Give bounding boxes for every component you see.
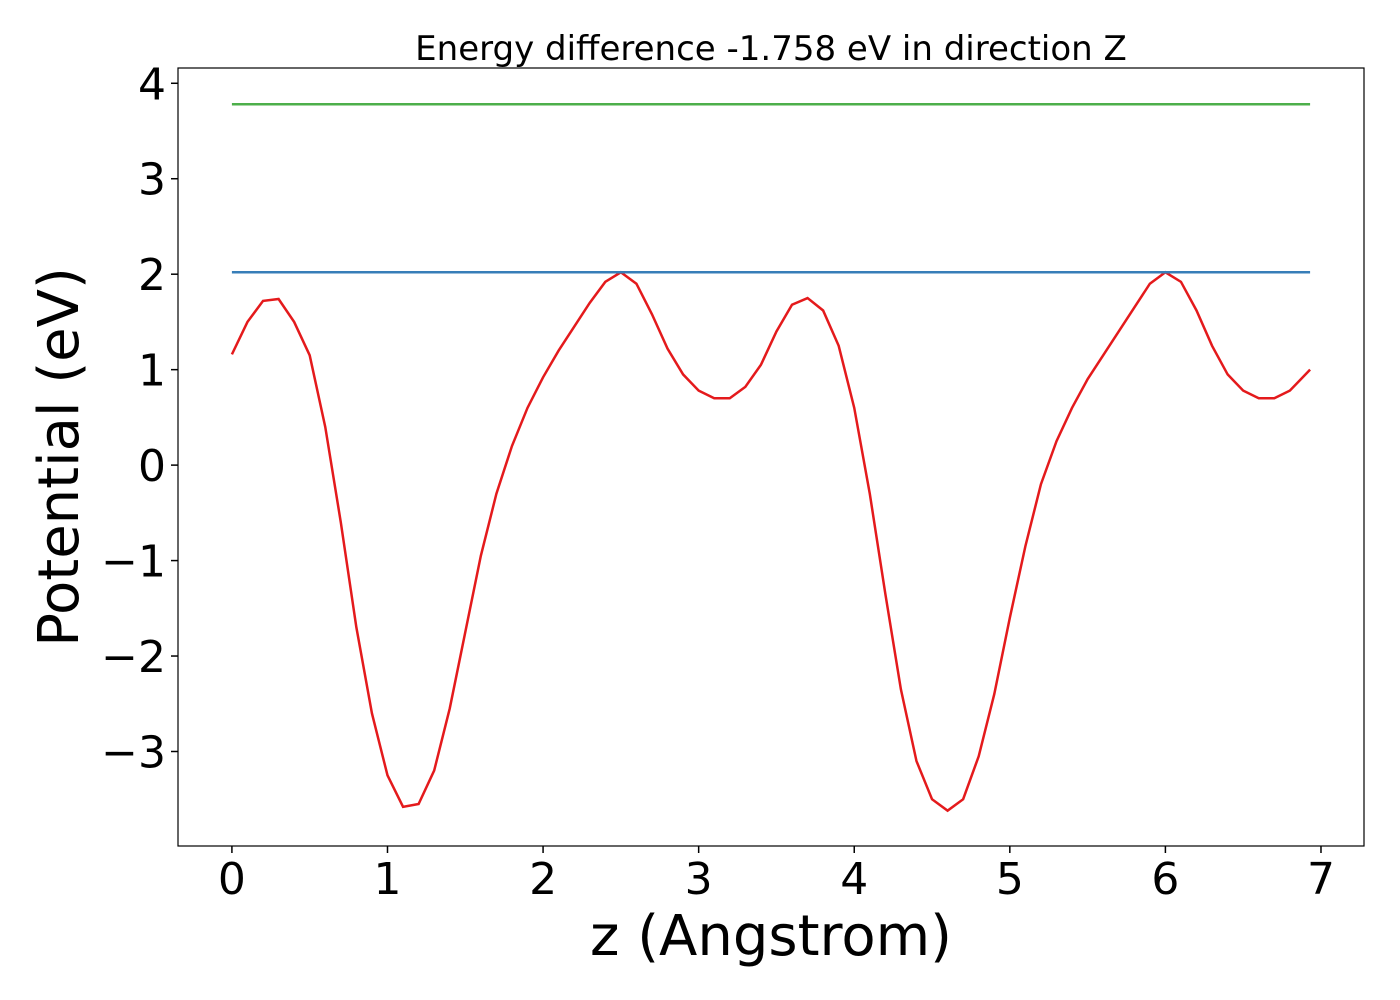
- y-tick-label: −2: [101, 632, 166, 683]
- y-tick-label: 0: [138, 441, 166, 492]
- x-tick-label: 6: [1151, 854, 1179, 905]
- chart-title: Energy difference -1.758 eV in direction…: [415, 29, 1127, 69]
- y-axis-label: Potential (eV): [27, 267, 92, 647]
- plot-frame: [177, 67, 1365, 847]
- x-tick-label: 0: [218, 854, 246, 905]
- y-tick-label: −1: [101, 537, 166, 588]
- y-tick-label: 1: [138, 346, 166, 397]
- y-tick-label: 2: [138, 250, 166, 301]
- data-line: [230, 270, 1311, 813]
- y-tick-label: 4: [138, 59, 166, 110]
- x-tick-label: 2: [529, 854, 557, 905]
- y-tick-label: 3: [138, 155, 166, 206]
- x-tick-label: 4: [840, 854, 868, 905]
- y-tick-label: −3: [101, 727, 166, 778]
- x-axis-label: z (Angstrom): [590, 904, 952, 969]
- x-tick-label: 5: [996, 854, 1024, 905]
- x-tick-label: 7: [1307, 854, 1335, 905]
- x-tick-label: 3: [685, 854, 713, 905]
- x-tick-label: 1: [373, 854, 401, 905]
